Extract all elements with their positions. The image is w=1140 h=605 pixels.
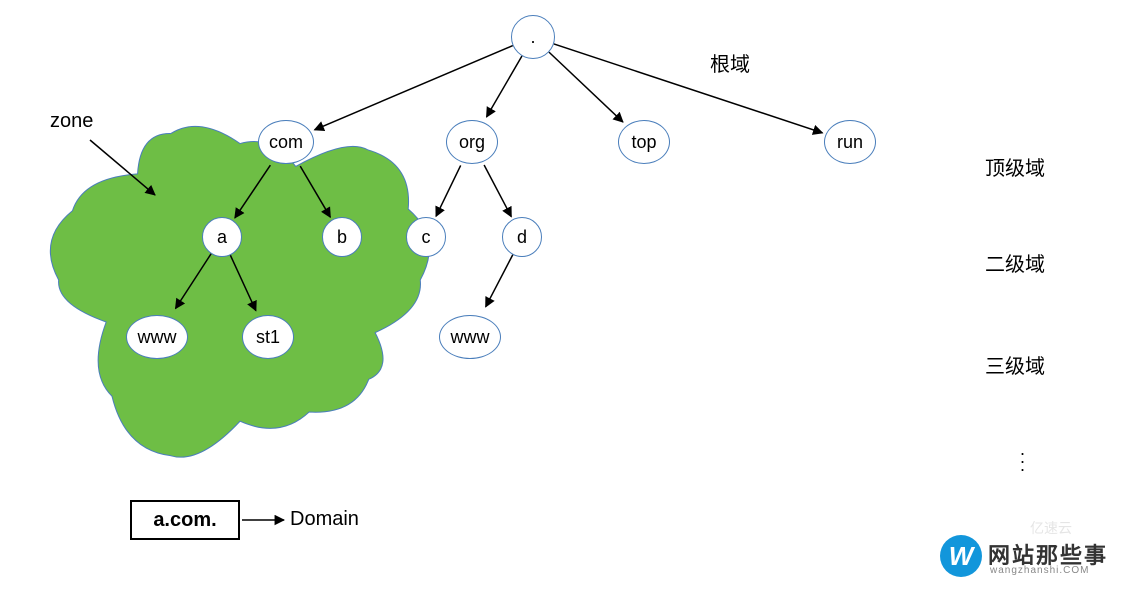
- node-org: org: [446, 120, 498, 164]
- watermark-logo-icon: W: [940, 535, 982, 577]
- node-www1: www: [126, 315, 188, 359]
- watermark-faint: 亿速云: [1030, 518, 1072, 538]
- node-com: com: [258, 120, 314, 164]
- ellipsis-dots: ...: [1020, 445, 1025, 469]
- label-sld-level: 二级域: [985, 248, 1045, 277]
- label-root-level: 根域: [710, 48, 750, 77]
- node-run: run: [824, 120, 876, 164]
- node-st1: st1: [242, 315, 294, 359]
- node-root: .: [511, 15, 555, 59]
- label-zone: zone: [50, 110, 93, 133]
- node-d: d: [502, 217, 542, 257]
- node-b: b: [322, 217, 362, 257]
- node-top: top: [618, 120, 670, 164]
- watermark-subtitle: wangzhanshi.COM: [990, 565, 1089, 576]
- label-tld-level: 顶级域: [985, 152, 1045, 181]
- label-third-level: 三级域: [985, 350, 1045, 379]
- node-a: a: [202, 217, 242, 257]
- domain-box: a.com.: [130, 500, 240, 540]
- label-domain: Domain: [290, 508, 359, 531]
- node-c: c: [406, 217, 446, 257]
- node-www2: www: [439, 315, 501, 359]
